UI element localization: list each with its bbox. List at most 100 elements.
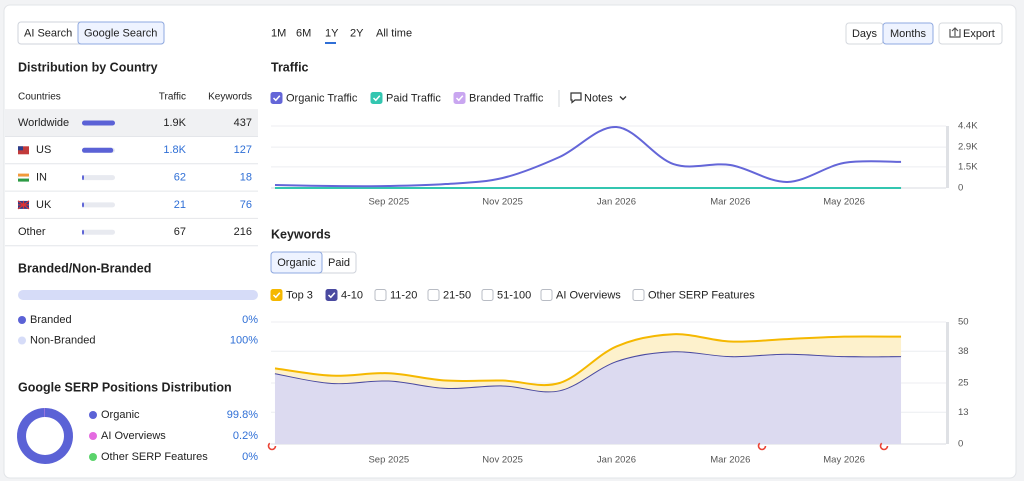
- checkbox[interactable]: [374, 289, 387, 301]
- tab-active[interactable]: [270, 251, 323, 274]
- period-option[interactable]: All time: [376, 27, 412, 39]
- legend-label: Branded Traffic: [469, 92, 544, 104]
- traffic-value: 62: [174, 172, 186, 184]
- export-label: Export: [963, 28, 995, 40]
- y-tick-label: 38: [958, 346, 969, 357]
- traffic-value: 67: [174, 226, 186, 238]
- share-bar: [82, 147, 114, 153]
- checkbox[interactable]: [370, 92, 383, 104]
- checkbox[interactable]: [270, 289, 283, 301]
- filter-label: Other SERP Features: [648, 289, 755, 301]
- period-option[interactable]: 2Y: [350, 27, 364, 39]
- notes-label: Notes: [584, 92, 613, 104]
- section-title: Distribution by Country: [18, 60, 158, 74]
- scroll-handle: [946, 126, 949, 188]
- checkbox[interactable]: [481, 289, 494, 301]
- keywords-value: 18: [240, 172, 252, 184]
- section-title: Keywords: [271, 227, 331, 241]
- legend-value: 0%: [242, 451, 258, 463]
- keywords-value: 76: [240, 199, 252, 211]
- x-tick-label: Mar 2026: [710, 197, 750, 208]
- scroll-handle: [946, 322, 949, 444]
- filter-label: AI Overviews: [556, 289, 621, 301]
- x-tick-label: May 2026: [823, 197, 865, 208]
- legend-label: Other SERP Features: [101, 451, 208, 463]
- legend-label: Paid Traffic: [386, 92, 441, 104]
- filter-label: 51-100: [497, 289, 531, 301]
- y-tick-label: 1.5K: [958, 161, 978, 172]
- legend-dot: [89, 432, 97, 440]
- filter-label: 11-20: [390, 289, 417, 301]
- keyword-area: [274, 334, 902, 392]
- x-tick-label: Sep 2025: [368, 197, 409, 208]
- x-tick-label: Mar 2026: [710, 455, 750, 466]
- flag: [17, 200, 30, 210]
- google-icon: [879, 441, 889, 451]
- checkbox[interactable]: [270, 92, 283, 104]
- share-bar: [82, 120, 115, 126]
- check-mark: [272, 292, 281, 299]
- flag: [18, 173, 29, 177]
- traffic-line: [274, 125, 902, 188]
- toggle-label: Days: [852, 28, 878, 40]
- x-tick-label: Jan 2026: [597, 455, 636, 466]
- tab-active[interactable]: [77, 21, 165, 45]
- check-mark: [272, 95, 281, 102]
- google-icon: [267, 441, 277, 451]
- filter-label: 21-50: [443, 289, 471, 301]
- legend-value: 100%: [230, 334, 258, 346]
- legend-dot: [89, 411, 97, 419]
- donut-slice: [17, 408, 73, 464]
- check-mark: [455, 95, 464, 102]
- traffic-value: 1.9K: [163, 117, 186, 129]
- share-track: [82, 229, 115, 235]
- flag: [18, 178, 29, 182]
- share-bar: [82, 202, 84, 208]
- x-tick-label: Sep 2025: [368, 455, 409, 466]
- google-icon: [757, 441, 767, 451]
- column-header: Keywords: [208, 92, 252, 103]
- share-bar: [82, 229, 84, 235]
- column-header: Countries: [18, 92, 61, 103]
- y-tick-label: 2.9K: [958, 142, 978, 153]
- notes-icon: [570, 92, 582, 104]
- period-option[interactable]: 6M: [296, 27, 311, 39]
- y-tick-label: 13: [958, 407, 969, 418]
- traffic-value: 1.8K: [163, 144, 186, 156]
- checkbox[interactable]: [632, 289, 645, 301]
- tab-label: Organic: [277, 257, 316, 269]
- flag: [18, 146, 29, 155]
- country-name: US: [36, 144, 51, 156]
- country-name: Worldwide: [18, 117, 69, 129]
- checkbox[interactable]: [453, 92, 466, 104]
- keyword-area: [274, 351, 902, 444]
- checkbox[interactable]: [540, 289, 553, 301]
- period-option[interactable]: 1Y: [325, 27, 339, 39]
- x-tick-label: Nov 2025: [482, 455, 523, 466]
- y-tick-label: 0: [958, 439, 963, 450]
- branded-bar: [18, 290, 258, 300]
- flag: [18, 146, 23, 151]
- export-icon: [949, 27, 961, 38]
- flag: [17, 176, 30, 179]
- checkbox[interactable]: [427, 289, 440, 301]
- country-name: UK: [36, 199, 52, 211]
- legend-label: Branded: [30, 314, 72, 326]
- row-highlight: [5, 110, 258, 137]
- checkbox[interactable]: [325, 289, 338, 301]
- legend-label: Non-Branded: [30, 334, 95, 346]
- traffic-value: 21: [174, 199, 186, 211]
- keyword-line: [274, 333, 902, 387]
- check-mark: [327, 292, 336, 299]
- legend-label: Organic: [101, 409, 140, 421]
- y-tick-label: 50: [958, 317, 969, 328]
- share-track: [82, 175, 115, 181]
- y-tick-label: 25: [958, 378, 969, 389]
- chevron: [619, 96, 627, 101]
- toggle-button[interactable]: [882, 22, 934, 45]
- tab-label: AI Search: [24, 27, 72, 39]
- period-option[interactable]: 1M: [271, 27, 286, 39]
- tab-label: Google Search: [84, 27, 157, 39]
